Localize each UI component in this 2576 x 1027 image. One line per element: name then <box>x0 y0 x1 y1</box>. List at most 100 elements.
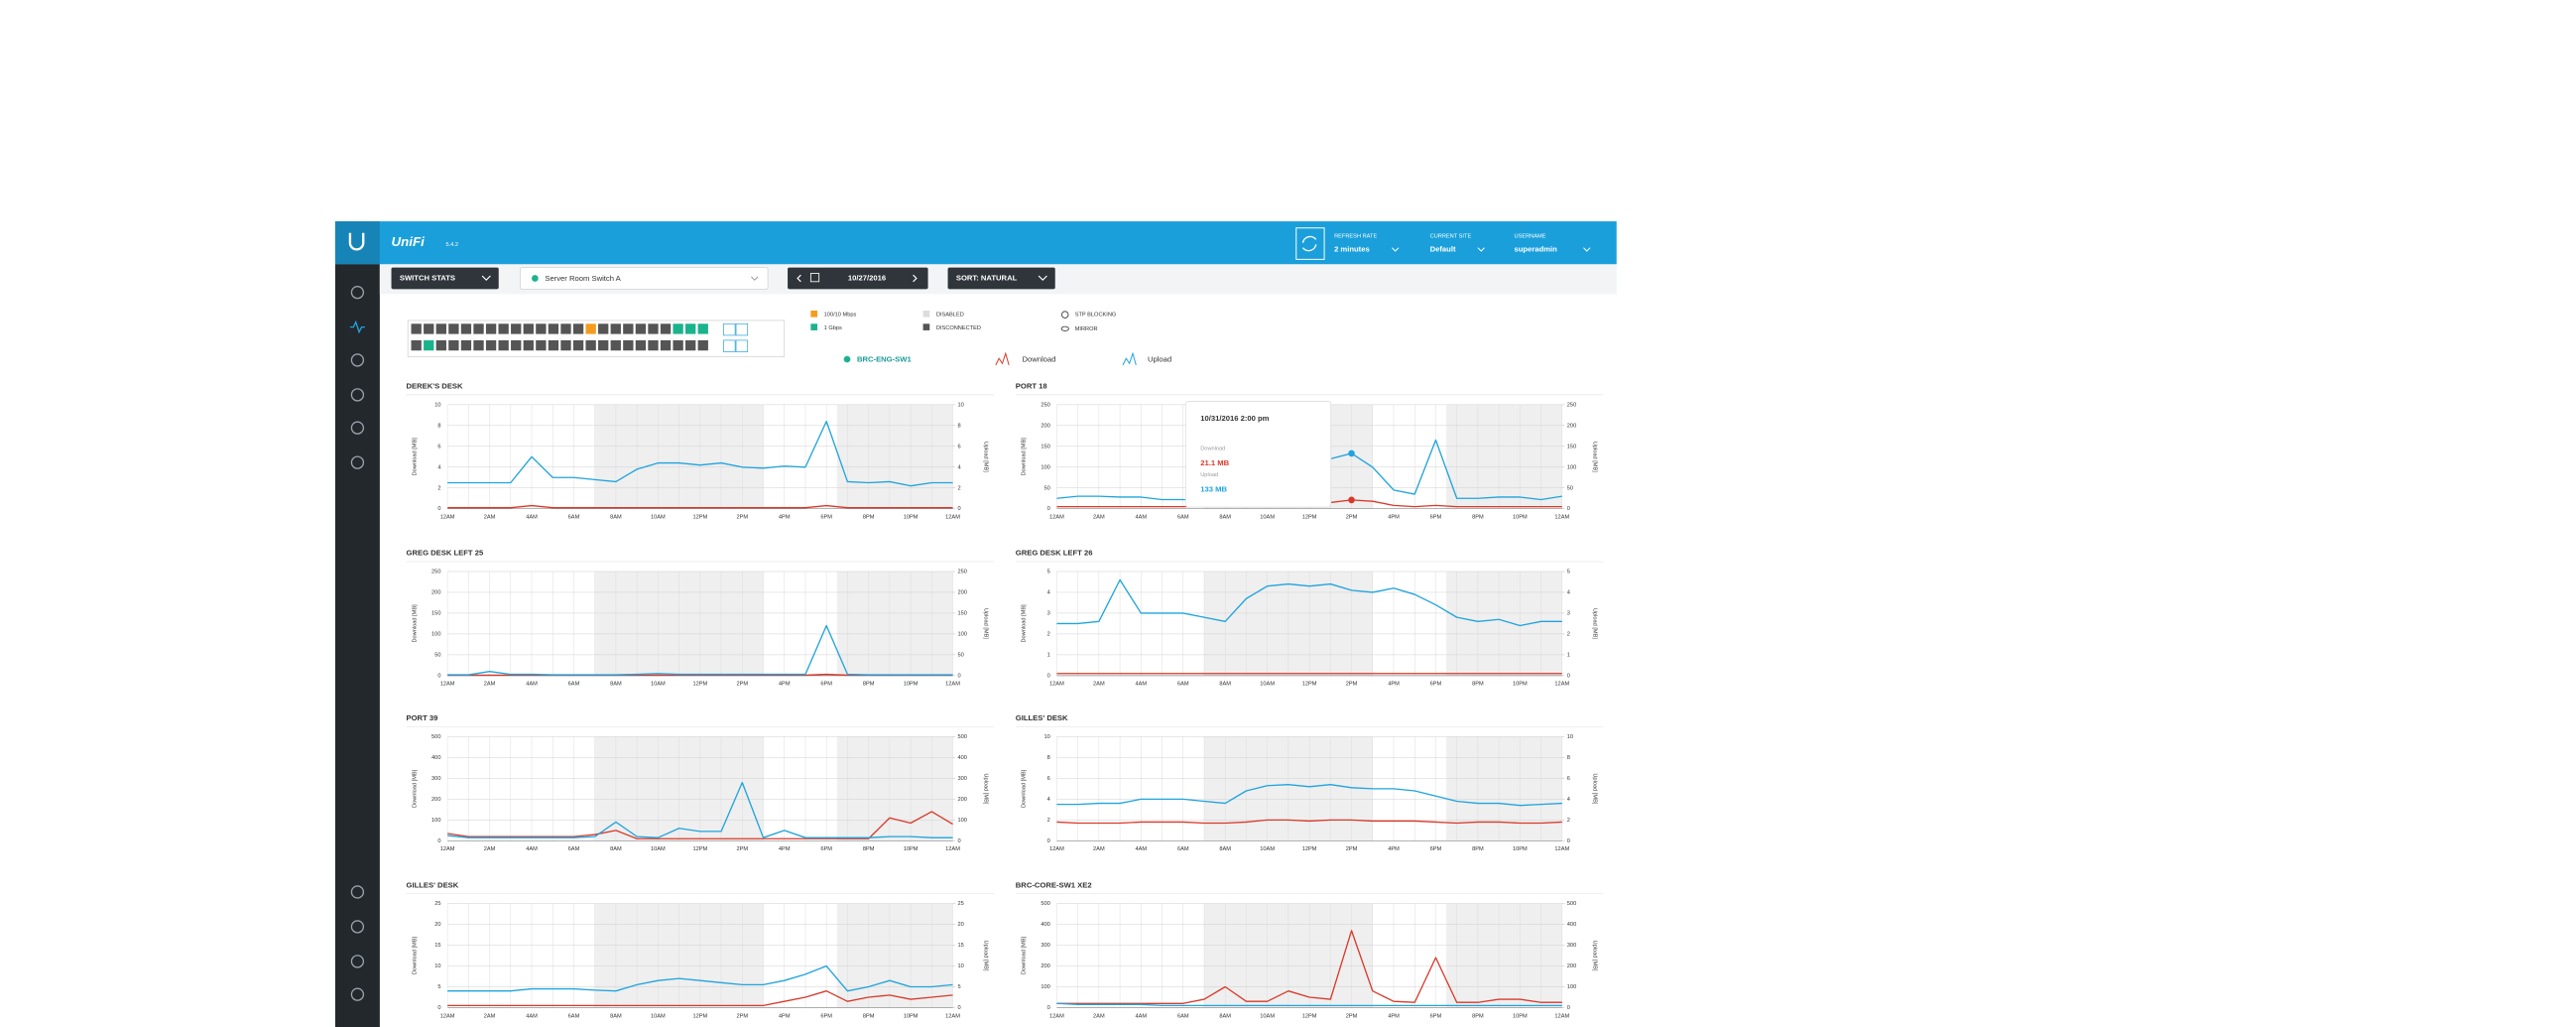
x-tick-label: 12AM <box>945 1013 960 1019</box>
port[interactable] <box>560 323 571 334</box>
port[interactable] <box>697 339 708 351</box>
upload-legend-icon <box>1122 351 1137 366</box>
port[interactable] <box>697 323 708 334</box>
nav-icon[interactable] <box>350 455 365 469</box>
hover-point <box>1348 449 1355 457</box>
nav-icon[interactable] <box>350 285 365 300</box>
y2-axis-title: Upload [MB] <box>1592 773 1598 804</box>
nav-icon[interactable] <box>350 388 365 402</box>
port[interactable] <box>635 323 647 334</box>
port[interactable] <box>548 339 559 351</box>
port[interactable] <box>623 323 634 334</box>
y-tick-label: 300 <box>431 776 440 782</box>
port[interactable] <box>623 339 634 351</box>
port[interactable] <box>448 339 459 351</box>
sort-select[interactable] <box>947 267 1055 290</box>
nav-icon[interactable] <box>349 320 365 334</box>
view-select[interactable] <box>391 267 499 290</box>
date-picker[interactable] <box>788 267 928 290</box>
refresh-button[interactable] <box>1295 227 1325 260</box>
port[interactable] <box>411 323 422 334</box>
nav-icon[interactable] <box>350 421 365 435</box>
port[interactable] <box>498 323 509 334</box>
port[interactable] <box>660 339 672 351</box>
x-tick-label: 12AM <box>1049 1013 1064 1019</box>
y2-axis-title: Upload [MB] <box>1592 442 1598 472</box>
port[interactable] <box>585 339 596 351</box>
sfp-port[interactable] <box>735 339 749 352</box>
port[interactable] <box>435 339 446 351</box>
y2-tick-label: 100 <box>958 631 967 637</box>
y2-tick-label: 4 <box>1567 797 1570 803</box>
nav-icon[interactable] <box>350 920 365 934</box>
port[interactable] <box>460 323 472 334</box>
port[interactable] <box>460 339 472 351</box>
port[interactable] <box>536 323 547 334</box>
port[interactable] <box>610 339 621 351</box>
x-tick-label: 4AM <box>526 846 538 852</box>
port[interactable] <box>648 323 659 334</box>
port[interactable] <box>685 339 696 351</box>
username[interactable]: superadmin <box>1515 244 1558 253</box>
y-tick-label: 6 <box>437 444 440 449</box>
x-tick-label: 4AM <box>526 515 538 521</box>
port[interactable] <box>660 323 672 334</box>
sfp-port[interactable] <box>723 322 736 336</box>
y-axis-title: Download [MB] <box>412 438 418 476</box>
port[interactable] <box>598 339 609 351</box>
port[interactable] <box>511 339 522 351</box>
port[interactable] <box>523 323 534 334</box>
tooltip-box <box>1184 401 1332 508</box>
port[interactable] <box>572 339 584 351</box>
x-tick-label: 4PM <box>1388 515 1400 521</box>
port[interactable] <box>448 323 459 334</box>
current-site[interactable]: Default <box>1430 244 1456 253</box>
port[interactable] <box>548 323 559 334</box>
y-tick-label: 20 <box>434 922 440 928</box>
port[interactable] <box>610 323 621 334</box>
nav-icon[interactable] <box>350 353 365 367</box>
port[interactable] <box>598 323 609 334</box>
y-tick-label: 100 <box>431 818 440 824</box>
shaded-period <box>1446 736 1562 841</box>
port[interactable] <box>673 323 683 334</box>
port[interactable] <box>498 339 509 351</box>
port[interactable] <box>424 323 434 334</box>
nav-icon[interactable] <box>350 885 365 899</box>
port[interactable] <box>560 339 571 351</box>
port[interactable] <box>485 323 497 334</box>
x-tick-label: 8AM <box>610 846 622 852</box>
refresh-rate[interactable]: 2 minutes <box>1334 244 1370 253</box>
sfp-port[interactable] <box>723 339 736 352</box>
port[interactable] <box>435 323 446 334</box>
x-tick-label: 8AM <box>610 1013 622 1019</box>
x-tick-label: 2AM <box>1093 1013 1105 1019</box>
port[interactable] <box>673 339 683 351</box>
nav-icon[interactable] <box>350 987 365 1001</box>
port[interactable] <box>473 339 484 351</box>
port[interactable] <box>411 339 422 351</box>
device-select[interactable] <box>520 267 769 290</box>
x-tick-label: 4PM <box>1388 1013 1400 1019</box>
port[interactable] <box>473 323 484 334</box>
port[interactable] <box>536 339 547 351</box>
sfp-port[interactable] <box>735 322 749 336</box>
port[interactable] <box>424 339 434 351</box>
port[interactable] <box>635 339 647 351</box>
chart-title: GREG DESK LEFT 26 <box>1016 549 1093 558</box>
port[interactable] <box>648 339 659 351</box>
x-tick-label: 10PM <box>1513 1013 1528 1019</box>
legend-swatch <box>810 323 818 330</box>
port[interactable] <box>523 339 534 351</box>
date-arrows[interactable] <box>797 274 918 283</box>
x-tick-label: 12AM <box>440 515 455 521</box>
port[interactable] <box>511 323 522 334</box>
y-tick-label: 300 <box>1041 943 1049 949</box>
port[interactable] <box>685 323 696 334</box>
port[interactable] <box>485 339 497 351</box>
legend-text: STP BLOCKING <box>1075 313 1117 319</box>
y2-tick-label: 10 <box>958 963 964 969</box>
port[interactable] <box>572 323 584 334</box>
nav-icon[interactable] <box>350 955 365 968</box>
port[interactable] <box>585 323 596 334</box>
